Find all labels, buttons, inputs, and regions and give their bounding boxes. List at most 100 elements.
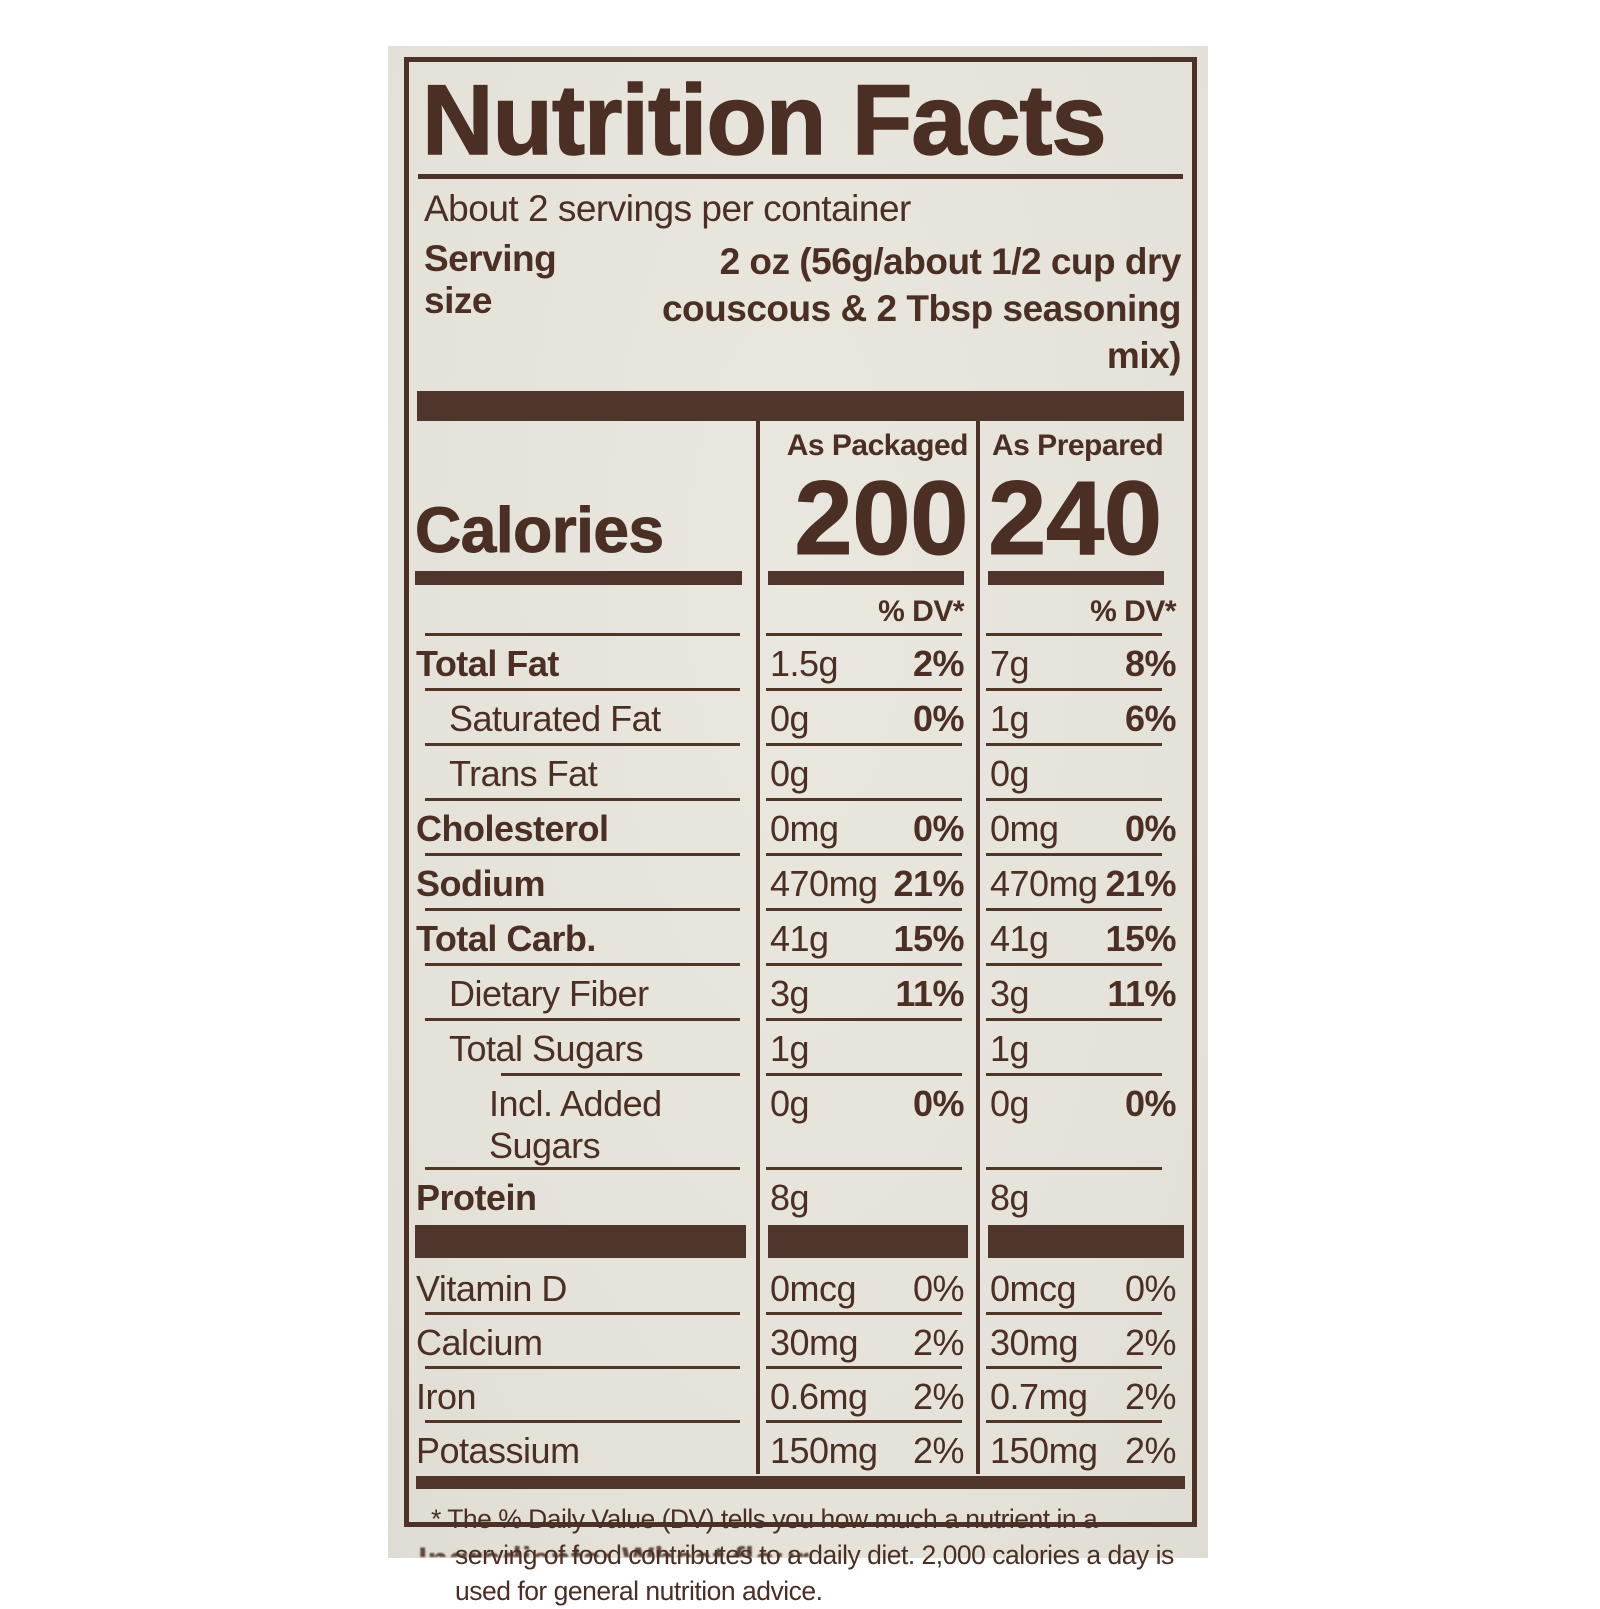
value-cell-as-prepared: 0.7mg 2% — [976, 1366, 1192, 1420]
value-cell-as-packaged: 0g — [756, 743, 976, 798]
servings-per-container: About 2 servings per container — [424, 188, 911, 229]
nutrient-name: Potassium — [409, 1420, 756, 1474]
amount-as-packaged: 41g — [770, 918, 829, 959]
nutrition-facts-panel: Nutrition Facts About 2 servings per con… — [404, 57, 1197, 1606]
value-cell-as-packaged: 3g 11% — [756, 963, 976, 1018]
nutrient-name: Sodium — [409, 853, 756, 908]
value-cell-as-packaged: 8g — [756, 1167, 976, 1222]
column-header-as-prepared: As Prepared — [976, 421, 1192, 463]
nutrient-name: Total Carb. — [409, 908, 756, 963]
amount-as-packaged: 0g — [770, 1083, 810, 1124]
value-cell-as-prepared: 470mg 21% — [976, 853, 1192, 908]
table-row: Protein 8g 8g — [409, 1167, 1192, 1222]
table-row: Total Carb. 41g 15% 41g 15% — [409, 908, 1192, 963]
amount-as-packaged: 30mg — [770, 1322, 859, 1363]
value-cell-as-packaged: 0g 0% — [756, 1073, 976, 1167]
nutrient-name: Total Fat — [409, 633, 756, 688]
amount-as-packaged: 0g — [770, 698, 810, 739]
micronutrient-rows: Vitamin D 0mcg 0% 0mcg 0% Calcium 30mg 2% 30mg 2%… — [409, 1258, 1192, 1474]
footnote: * The % Daily Value (DV) tells you how m… — [431, 1504, 1174, 1606]
amount-as-prepared: 41g — [990, 918, 1049, 959]
table-row: Incl. Added Sugars 0g 0% 0g 0% — [409, 1073, 1192, 1167]
amount-as-prepared: 1g — [990, 1028, 1030, 1069]
amount-as-packaged: 0mcg — [770, 1268, 857, 1309]
value-cell-as-prepared: 0g 0% — [976, 1073, 1192, 1167]
table-row: Potassium 150mg 2% 150mg 2% — [409, 1420, 1192, 1474]
value-cell-as-prepared: 3g 11% — [976, 963, 1192, 1018]
value-cell-as-packaged: 1g — [756, 1018, 976, 1073]
calories-underline-bar — [988, 571, 1164, 585]
nutrient-rows: Total Fat 1.5g 2% 7g 8% Saturated Fat 0g 0% 1g 6%… — [409, 633, 1192, 1222]
nutrient-name: Trans Fat — [409, 743, 756, 798]
ingredients-partial: Ingredients: Wheat flour, ... — [418, 1542, 1158, 1557]
table-row: Cholesterol 0mg 0% 0mg 0% — [409, 798, 1192, 853]
section-divider-bar-middle — [409, 1222, 1192, 1258]
value-cell-as-prepared: 0g — [976, 743, 1192, 798]
label-header: Nutrition Facts About 2 servings per con… — [409, 62, 1192, 379]
table-row: Total Fat 1.5g 2% 7g 8% — [409, 633, 1192, 688]
column-header-row: As Packaged As Prepared — [409, 421, 1192, 463]
dv-header-prepared: % DV* — [976, 585, 1192, 633]
amount-as-prepared: 470mg — [990, 863, 1098, 904]
value-cell-as-prepared: 7g 8% — [976, 633, 1192, 688]
table-row: Total Sugars 1g 1g — [409, 1018, 1192, 1073]
calories-underline-bar — [415, 571, 742, 585]
amount-as-prepared: 7g — [990, 643, 1030, 684]
nutrient-name: Incl. Added Sugars — [409, 1073, 756, 1167]
value-cell-as-prepared: 1g 6% — [976, 688, 1192, 743]
amount-as-prepared: 8g — [990, 1177, 1030, 1218]
amount-as-prepared: 0g — [990, 1083, 1030, 1124]
dv-as-packaged: 2% — [912, 643, 965, 684]
value-cell-as-prepared: 0mcg 0% — [976, 1258, 1192, 1312]
serving-size-label: Serving size — [424, 238, 557, 321]
serving-size-row: Serving size 2 oz (56g/about 1/2 cup dry… — [418, 230, 1183, 379]
nutrient-name: Iron — [409, 1366, 756, 1420]
dv-as-prepared: 2% — [1124, 1376, 1177, 1417]
amount-as-prepared: 30mg — [990, 1322, 1079, 1363]
calories-label: Calories — [415, 494, 665, 567]
value-cell-as-prepared: 150mg 2% — [976, 1420, 1192, 1474]
amount-as-packaged: 0.6mg — [770, 1376, 868, 1417]
dv-as-prepared: 15% — [1105, 918, 1176, 959]
calories-underline-row — [409, 569, 1192, 585]
daily-value-header-row: % DV* % DV* — [409, 585, 1192, 633]
dv-as-prepared: 2% — [1124, 1430, 1177, 1471]
amount-as-prepared: 150mg — [990, 1430, 1098, 1471]
amount-as-packaged: 8g — [770, 1177, 810, 1218]
table-row: Saturated Fat 0g 0% 1g 6% — [409, 688, 1192, 743]
dv-as-packaged: 2% — [912, 1430, 965, 1471]
amount-as-packaged: 3g — [770, 973, 810, 1014]
value-cell-as-packaged: 41g 15% — [756, 908, 976, 963]
amount-as-packaged: 150mg — [770, 1430, 878, 1471]
calories-as-packaged: 200 — [756, 463, 976, 572]
amount-as-packaged: 0mg — [770, 808, 839, 849]
dv-as-prepared: 21% — [1105, 863, 1176, 904]
amount-as-packaged: 1g — [770, 1028, 810, 1069]
value-cell-as-packaged: 150mg 2% — [756, 1420, 976, 1474]
value-cell-as-packaged: 30mg 2% — [756, 1312, 976, 1366]
table-row: Vitamin D 0mcg 0% 0mcg 0% — [409, 1258, 1192, 1312]
nutrient-name: Dietary Fiber — [409, 963, 756, 1018]
dv-as-packaged: 0% — [912, 698, 965, 739]
value-cell-as-packaged: 1.5g 2% — [756, 633, 976, 688]
dv-as-packaged: 21% — [893, 863, 964, 904]
dv-as-prepared: 0% — [1124, 1268, 1177, 1309]
nutrient-name: Calcium — [409, 1312, 756, 1366]
value-cell-as-packaged: 0.6mg 2% — [756, 1366, 976, 1420]
amount-as-prepared: 1g — [990, 698, 1030, 739]
calories-underline-bar — [768, 571, 964, 585]
amount-as-packaged: 470mg — [770, 863, 878, 904]
dv-as-prepared: 8% — [1124, 643, 1177, 684]
value-cell-as-packaged: 470mg 21% — [756, 853, 976, 908]
dv-as-packaged: 15% — [893, 918, 964, 959]
value-cell-as-packaged: 0mcg 0% — [756, 1258, 976, 1312]
table-row: Trans Fat 0g 0g — [409, 743, 1192, 798]
nutrient-name: Protein — [409, 1167, 756, 1222]
dv-as-packaged: 2% — [912, 1376, 965, 1417]
amount-as-packaged: 0g — [770, 753, 810, 794]
dv-header-packaged: % DV* — [756, 585, 976, 633]
table-row: Iron 0.6mg 2% 0.7mg 2% — [409, 1366, 1192, 1420]
dv-as-packaged: 11% — [895, 973, 964, 1014]
dv-as-prepared: 11% — [1107, 973, 1176, 1014]
dv-as-packaged: 0% — [912, 1268, 965, 1309]
